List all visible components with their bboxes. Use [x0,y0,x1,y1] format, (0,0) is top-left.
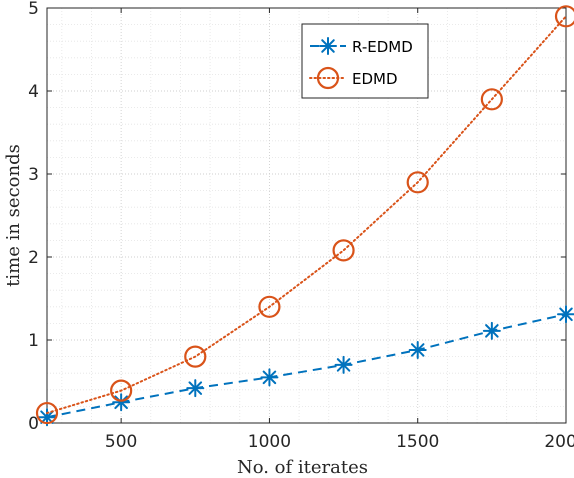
edmd-point [554,5,574,28]
r-edmd-point [186,379,205,398]
r-edmd-point [408,340,427,359]
r-edmd-series-line [46,313,567,419]
minor-grid [47,8,566,423]
x-tick-label: 1500 [396,432,439,452]
y-tick-label: 3 [28,165,39,185]
r-edmd-point [557,305,574,324]
series-layer [35,5,574,427]
x-tick-label: 500 [105,432,137,452]
edmd-point [184,345,207,368]
y-tick-label: 2 [28,248,39,268]
edmd-point [35,401,59,425]
axis-ticks [47,7,567,424]
y-axis-label: time in seconds [3,144,24,287]
legend-marker-edmd [316,66,340,90]
r-edmd-point [260,368,279,387]
edmd-point [406,171,429,194]
y-tick-label: 0 [28,414,39,434]
legend-label-r-edmd: R-EDMD [352,38,413,56]
y-tick-labels: 0 1 2 3 4 5 [28,0,39,434]
edmd-point [332,239,355,262]
edmd-point [258,295,281,318]
r-edmd-point [334,355,353,374]
y-tick-label: 5 [28,0,39,19]
r-edmd-point [112,393,131,412]
y-tick-label: 4 [28,82,39,102]
edmd-point [110,379,133,402]
r-edmd-point [482,321,501,340]
legend-label-edmd: EDMD [352,70,398,88]
plot-frame [46,7,567,424]
y-tick-label: 1 [28,331,39,351]
x-tick-label: 1000 [248,432,291,452]
edmd-series-line [46,15,567,415]
edmd-point [480,88,503,111]
legend: R-EDMD EDMD [301,23,429,99]
x-axis-label: No. of iterates [237,457,368,478]
legend-marker-r-edmd [319,37,337,55]
